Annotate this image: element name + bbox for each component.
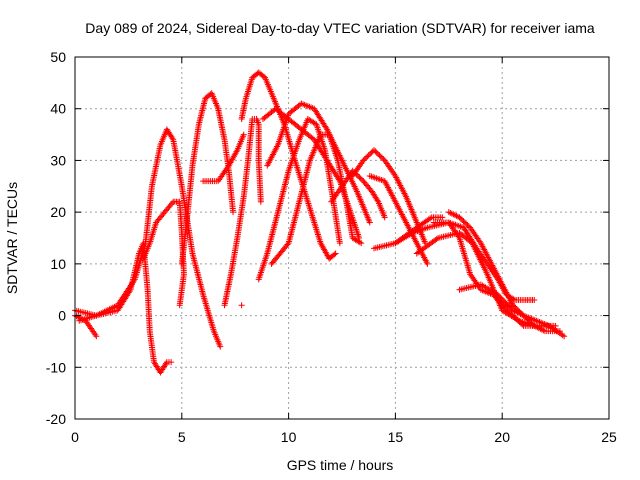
x-tick-label: 0 [71, 429, 79, 445]
data-point [356, 174, 363, 181]
data-point [331, 251, 338, 258]
data-point [433, 236, 440, 243]
data-point [524, 316, 531, 323]
data-point [556, 328, 563, 335]
data-point [504, 307, 511, 314]
data-point [365, 152, 372, 159]
x-axis-label: GPS time / hours [287, 457, 394, 473]
data-point [257, 198, 264, 205]
plot-frame [74, 56, 610, 420]
data-point [238, 302, 245, 309]
data-point [515, 317, 522, 324]
x-tick-label: 25 [601, 429, 617, 445]
data-point [359, 176, 366, 183]
data-point [374, 197, 381, 204]
data-point [373, 149, 380, 156]
y-tick-label: 50 [50, 49, 66, 65]
x-tick-label: 20 [494, 429, 510, 445]
data-point [240, 131, 247, 138]
data-point [472, 243, 479, 250]
data-point [531, 297, 538, 304]
data-point [460, 218, 467, 225]
data-point [525, 317, 532, 324]
y-tick-label: 10 [50, 256, 66, 272]
data-point [375, 150, 382, 157]
data-point [332, 250, 339, 257]
data-point [360, 157, 367, 164]
data-point [463, 220, 470, 227]
data-point [424, 260, 431, 267]
data-point [503, 306, 510, 313]
data-point [499, 302, 506, 309]
data-point [528, 320, 535, 327]
data-points [72, 69, 568, 376]
data-point [363, 154, 370, 161]
x-tick-label: 5 [178, 429, 186, 445]
data-point [552, 322, 559, 329]
y-tick-label: 0 [58, 308, 66, 324]
data-point [176, 302, 183, 309]
data-point [364, 153, 371, 160]
data-point [366, 219, 373, 226]
data-point [507, 309, 514, 316]
data-point [501, 304, 508, 311]
data-point [517, 320, 524, 327]
data-point [357, 175, 364, 182]
x-tick-label: 15 [388, 429, 404, 445]
data-point [521, 313, 528, 320]
data-point [162, 360, 169, 367]
data-point [461, 219, 468, 226]
data-point [93, 333, 100, 340]
data-point [559, 332, 566, 339]
y-tick-label: 20 [50, 204, 66, 220]
data-point [508, 311, 515, 318]
data-point [323, 124, 330, 131]
data-point [457, 215, 464, 222]
chart-title: Day 089 of 2024, Sidereal Day-to-day VTE… [85, 20, 595, 36]
data-point [456, 214, 463, 221]
data-point [464, 222, 471, 229]
data-point [512, 315, 519, 322]
data-point [371, 147, 378, 154]
y-axis-label: SDTVAR / TECUs [4, 182, 20, 294]
data-point [169, 200, 176, 207]
data-point [356, 239, 363, 246]
data-point [355, 172, 362, 179]
data-point [439, 214, 446, 221]
y-tick-label: 30 [50, 152, 66, 168]
data-point [505, 308, 512, 315]
y-tick-label: 40 [50, 101, 66, 117]
data-point [372, 148, 379, 155]
data-point [459, 216, 466, 223]
data-point [284, 241, 291, 248]
data-point [367, 150, 374, 157]
data-point [168, 359, 175, 366]
x-tick-label: 10 [281, 429, 297, 445]
data-point [376, 152, 383, 159]
axis-ticks: 0 5 10 15 20 25 -20 -10 0 10 20 30 40 50 [46, 49, 617, 445]
data-point [381, 214, 388, 221]
data-point [217, 343, 224, 350]
data-point [513, 316, 520, 323]
y-tick-label: -10 [46, 359, 66, 375]
data-point [336, 240, 343, 247]
data-point [500, 303, 507, 310]
data-point [427, 215, 434, 222]
y-tick-label: -20 [46, 411, 66, 427]
data-point [230, 209, 237, 216]
data-point [361, 156, 368, 163]
data-point [377, 153, 384, 160]
data-point [368, 149, 375, 156]
data-point [516, 319, 523, 326]
data-point [509, 312, 516, 319]
data-point [169, 135, 176, 142]
data-point [511, 313, 518, 320]
data-point [523, 315, 530, 322]
data-point [520, 312, 527, 319]
data-point [561, 333, 568, 340]
data-point [358, 240, 365, 247]
data-point [519, 321, 526, 328]
data-point [379, 154, 386, 161]
